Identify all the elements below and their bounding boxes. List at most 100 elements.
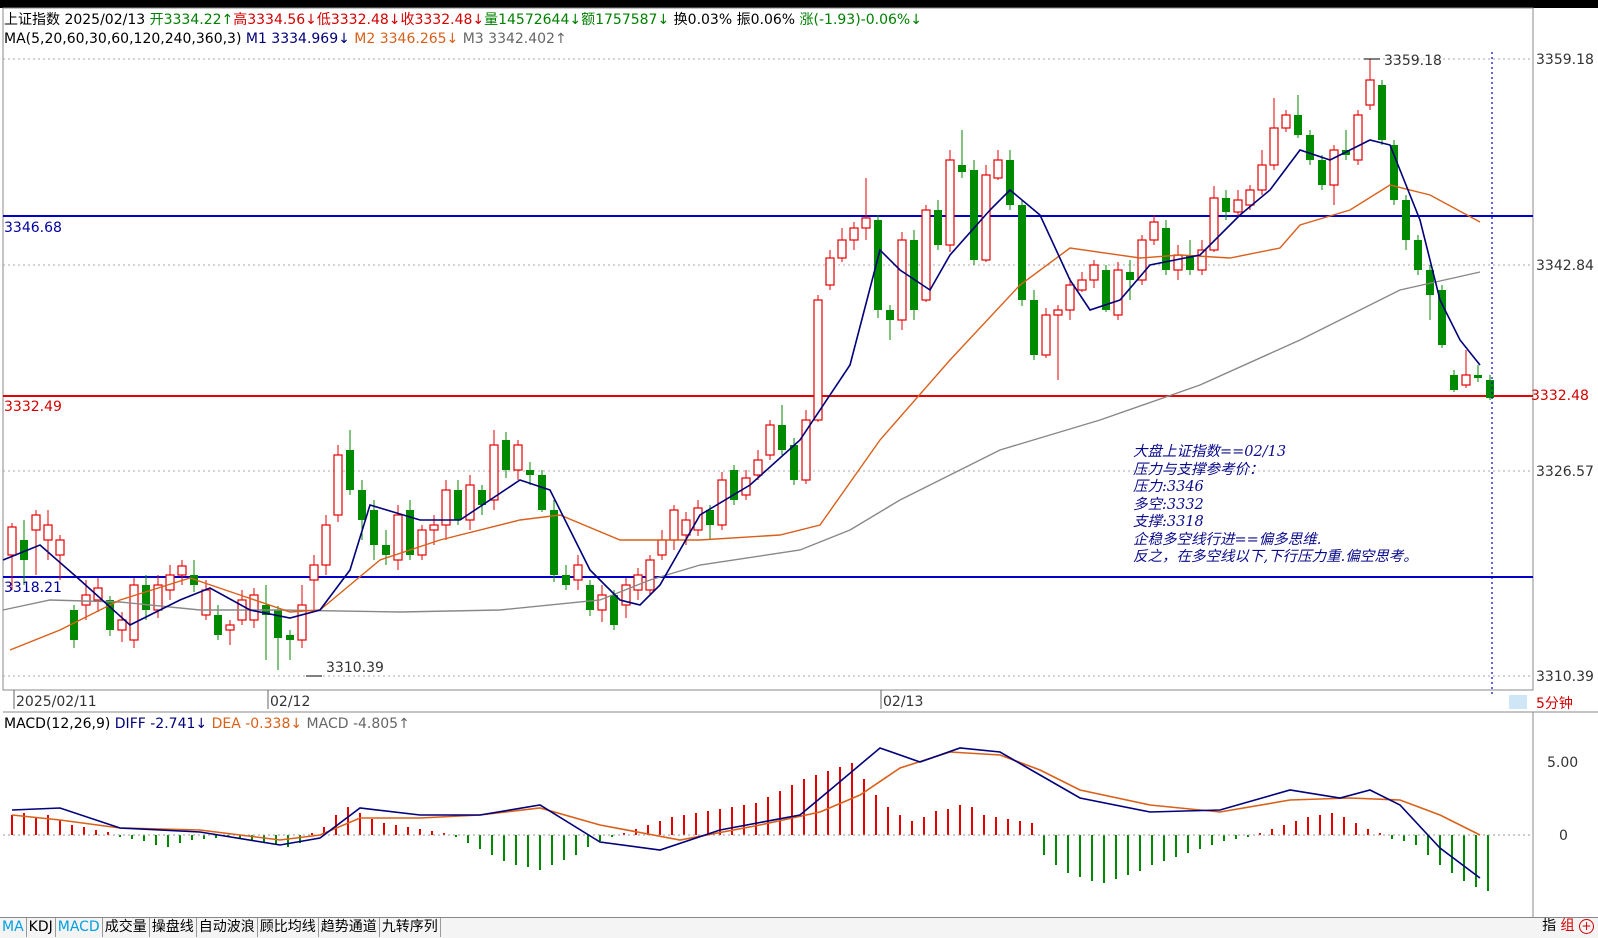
add-icon[interactable]: +	[1579, 919, 1594, 934]
tab-kdj[interactable]: KDJ	[27, 918, 56, 937]
candle-body-up	[681, 519, 691, 536]
candle-body-down	[1426, 270, 1434, 295]
macd-axis-5: 5.00	[1547, 755, 1578, 771]
tab-nine-turn[interactable]: 九转序列	[380, 918, 441, 937]
candle-body-down	[370, 510, 378, 545]
tab-trend-channel[interactable]: 趋势通道	[319, 918, 380, 937]
volume-value: 量14572644↓	[484, 12, 582, 28]
candle-body-up	[1173, 254, 1183, 271]
candle-body-down	[1318, 160, 1326, 185]
candle-body-down	[934, 210, 942, 245]
note-line-7: 反之，在多空线以下,下行压力重.偏空思考。	[1133, 549, 1418, 565]
candle-body-up	[93, 587, 103, 601]
macd-dea-line	[11, 751, 1481, 841]
ma-legend-bar: MA(5,20,60,30,60,120,240,360,3) M1 3334.…	[4, 31, 567, 47]
high-mark-label: 3359.18	[1384, 53, 1442, 69]
note-line-3: 压力:3346	[1133, 479, 1204, 495]
candle-body-up	[249, 594, 259, 621]
candle-body-up	[441, 489, 451, 526]
candle-body-up	[321, 524, 331, 566]
macd-label: MACD(12,26,9)	[4, 716, 111, 732]
analysis-note: 大盘上证指数==02/13 压力与支撑参考价： 压力:3346 多空:3332 …	[1133, 444, 1418, 567]
candle-body-up	[1077, 279, 1087, 291]
candle-body-down	[274, 610, 282, 638]
candle-body-up	[81, 594, 91, 606]
candle-body-down	[1222, 198, 1230, 212]
amount-value: 额1757587↓	[581, 12, 670, 28]
ma-m1-line	[2, 139, 1481, 626]
candle-body-up	[621, 584, 631, 606]
tab-guppy-ma[interactable]: 顾比均线	[258, 918, 319, 937]
candle-body-down	[586, 585, 594, 610]
tab-volume[interactable]: 成交量	[103, 918, 150, 937]
candle-body-down	[1438, 290, 1446, 345]
candle-body-down	[970, 170, 978, 260]
timeframe-label[interactable]: 5分钟	[1536, 696, 1573, 712]
candle-body-down	[406, 510, 414, 555]
price-axis-top: 3359.18	[1536, 52, 1594, 68]
candle-body-up	[837, 239, 847, 259]
kline-chart[interactable]: 3359.18 3310.39 3359.18 3342.84 3326.57 …	[0, 0, 1598, 917]
candle-body-up	[129, 584, 139, 641]
candle-body-up	[55, 539, 65, 556]
candle-body-down	[1126, 272, 1134, 280]
support-label: 3318.21	[4, 580, 62, 596]
candle-body-up	[429, 524, 439, 531]
candle-body-up	[1113, 269, 1123, 316]
close-value: 收3332.48↓	[400, 12, 485, 28]
low-mark-label: 3310.39	[326, 660, 384, 676]
candle-body-up	[297, 604, 307, 641]
candle-body-up	[489, 444, 499, 501]
tab-auto-wave[interactable]: 自动波浪	[197, 918, 258, 937]
candle-body-up	[225, 624, 235, 631]
candle-body-up	[333, 454, 343, 516]
candle-body-down	[1030, 300, 1038, 355]
candle-body-down	[346, 450, 354, 490]
candle-body-up	[1245, 189, 1255, 206]
candle-body-up	[1137, 239, 1147, 281]
group-toggle[interactable]: 组	[1560, 918, 1575, 934]
ma-m3: M3 3342.402↑	[462, 31, 567, 47]
candle-body-down	[730, 470, 738, 500]
candle-body-up	[465, 484, 475, 521]
tab-macd[interactable]: MACD	[56, 918, 103, 937]
candle-body-up	[1209, 197, 1219, 251]
candle-body-down	[526, 470, 534, 475]
candle-body-up	[1041, 314, 1051, 356]
candle-body-up	[1329, 149, 1339, 186]
macd-value: MACD -4.805↑	[306, 716, 410, 732]
open-value: 开3334.22↑	[149, 12, 234, 28]
tab-trading-line[interactable]: 操盘线	[150, 918, 197, 937]
candle-body-down	[142, 585, 150, 610]
note-line-4: 多空:3332	[1133, 496, 1204, 513]
macd-legend-bar: MACD(12,26,9) DIFF -2.741↓ DEA -0.338↓ M…	[4, 716, 410, 732]
tab-ma[interactable]: MA	[0, 918, 27, 937]
candle-body-up	[43, 524, 53, 541]
candle-body-up	[981, 174, 991, 261]
low-value: 低3332.48↓	[316, 12, 401, 28]
candle-body-up	[753, 459, 763, 476]
candle-body-down	[1450, 375, 1458, 390]
note-line-5: 支撑:3318	[1133, 514, 1204, 530]
price-axis-2: 3342.84	[1536, 258, 1594, 274]
candle-body-down	[1162, 228, 1170, 270]
index-toggle[interactable]: 指	[1542, 918, 1557, 934]
candle-body-up	[153, 584, 163, 611]
candle-body-up	[897, 239, 907, 321]
ma-m1: M1 3334.969↓	[245, 31, 350, 47]
candle-body-up	[849, 227, 859, 241]
index-name: 上证指数	[4, 12, 60, 28]
bottom-right-controls: 指 组 +	[1542, 917, 1594, 937]
candle-body-down	[1018, 205, 1026, 300]
price-axis-3: 3326.57	[1536, 464, 1594, 480]
candle-body-up	[573, 564, 583, 581]
candle-body-up	[417, 529, 427, 556]
ma-m3-line	[2, 271, 1481, 613]
candle-body-up	[765, 424, 775, 456]
indicator-tabs: MA KDJ MACD 成交量 操盘线 自动波浪 顾比均线 趋势通道 九转序列	[0, 917, 1598, 938]
candle-body-down	[910, 240, 918, 310]
price-gridlines	[3, 58, 1533, 677]
candle-body-down	[1102, 270, 1110, 310]
candle-body-down	[886, 310, 894, 320]
candle-body-up	[1065, 284, 1075, 311]
